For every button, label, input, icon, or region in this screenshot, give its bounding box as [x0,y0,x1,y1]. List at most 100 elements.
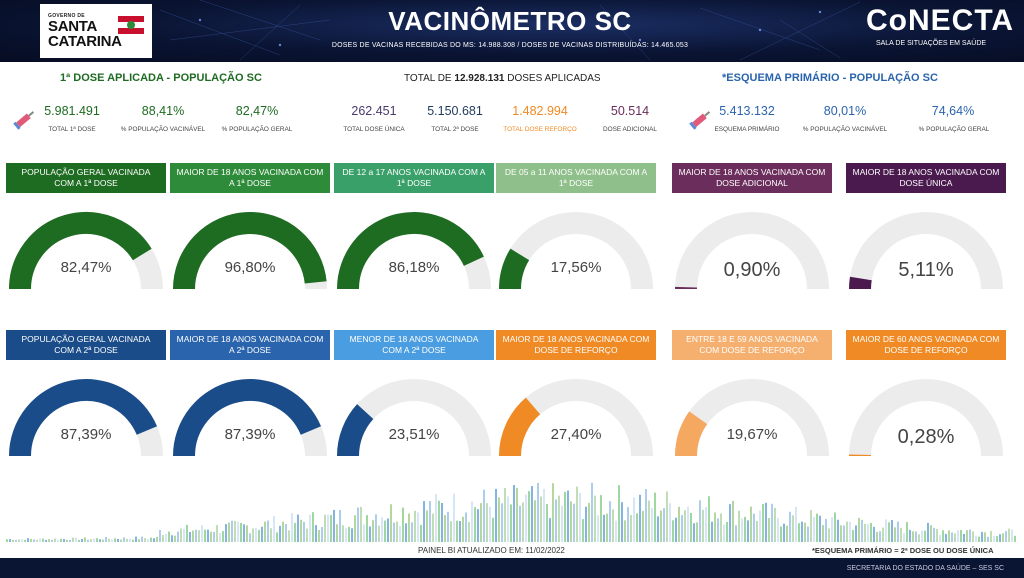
gauge-value: 96,80% [224,259,276,276]
daily-bar [921,530,923,542]
daily-bar [624,520,626,542]
daily-bar [639,494,641,542]
daily-bar [282,521,284,542]
daily-bar [876,531,878,542]
daily-bar [495,488,497,542]
daily-bar [237,521,239,542]
daily-bar [663,508,665,542]
daily-bar [279,525,281,542]
daily-bar [150,537,152,542]
daily-bar [477,509,479,542]
daily-bar [816,513,818,542]
daily-bar [543,488,545,542]
gauge-track [675,212,829,290]
page-title: VACINÔMETRO SC [388,6,632,36]
gauge-fill [499,397,541,457]
single-dose-value: 262.451 [351,104,397,118]
daily-bar [138,539,140,542]
daily-bar [87,539,89,542]
daily-bar [555,499,557,542]
daily-bar [675,517,677,542]
daily-bar [267,520,269,542]
daily-bar [480,503,482,542]
first-dose-general-label: % POPULAÇÃO GERAL [221,126,293,133]
daily-bar [231,520,233,542]
daily-bar [708,496,710,542]
daily-bar [669,503,671,542]
daily-bar [522,502,524,542]
daily-bar [225,524,227,542]
daily-bar [753,513,755,542]
daily-bar [909,529,911,542]
daily-bar [132,539,134,542]
daily-bar [45,540,47,542]
daily-bar [168,531,170,542]
government-logo: GOVERNO DE SANTA CATARINA [40,4,152,58]
doses-received-summary: DOSES DE VACINAS RECEBIDAS DO MS: 14.988… [331,42,689,49]
daily-bar [891,520,893,542]
daily-bar [705,506,707,542]
gauge-card-title: DE 12 a 17 ANOS VACINADA COM A 1ª DOSE [334,163,494,193]
daily-bar [768,518,770,542]
second-dose-label: TOTAL 2ª DOSE [431,126,479,133]
daily-bar [882,527,884,542]
brand-subtitle: SALA DE SITUAÇÕES EM SAÚDE [875,40,987,47]
daily-bar [462,516,464,542]
daily-bar [408,513,410,542]
daily-bar [471,501,473,542]
daily-bar [948,530,950,542]
daily-bar [600,495,602,542]
daily-bar [732,500,734,542]
booster-dose-label: TOTAL DOSE REFORÇO [503,126,577,133]
daily-bar [60,538,62,542]
daily-bar [486,503,488,542]
daily-bar [807,526,809,542]
daily-bar [84,537,86,542]
daily-bar [747,520,749,542]
daily-bar [141,536,143,542]
daily-bar [855,525,857,542]
daily-bar [834,512,836,542]
updated-at: PAINEL BI ATUALIZADO EM: 11/02/2022 [418,546,565,555]
daily-bar [567,490,569,542]
daily-bar [981,531,983,542]
daily-bar [750,506,752,542]
daily-bar [840,525,842,542]
gauge-chart [337,212,491,290]
daily-bar [822,525,824,542]
daily-bar [870,522,872,542]
daily-bar [21,539,23,542]
daily-bar [360,506,362,542]
daily-bar [924,530,926,542]
daily-bar [690,512,692,542]
daily-bar [846,521,848,542]
daily-bar [984,532,986,542]
daily-bar [621,502,623,542]
gauge-card-title: MAIOR DE 18 ANOS VACINADA COM DOSE DE RE… [496,330,656,360]
daily-bar [399,526,401,542]
daily-bar [339,509,341,542]
daily-bar [612,509,614,542]
daily-bar [525,494,527,542]
daily-bar [678,506,680,542]
primary-schema-general-value: 74,64% [931,104,975,118]
daily-bar [1008,528,1010,542]
daily-bar [246,525,248,542]
daily-bar [519,505,521,542]
daily-bar [213,531,215,542]
daily-bar [765,502,767,542]
daily-bar [90,538,92,542]
daily-bar [51,539,53,542]
daily-bar [312,512,314,542]
daily-bar [627,507,629,542]
daily-bar [693,523,695,542]
gauge-chart [9,379,163,457]
daily-bar [507,496,509,542]
gauge-value: 23,51% [388,426,440,443]
daily-bar [30,538,32,542]
flag-icon [118,16,144,34]
gauge-card-title: MAIOR DE 60 ANOS VACINADA COM DOSE DE RE… [846,330,1006,360]
daily-bar [411,522,413,542]
daily-bar [630,514,632,542]
daily-bar [699,500,701,542]
